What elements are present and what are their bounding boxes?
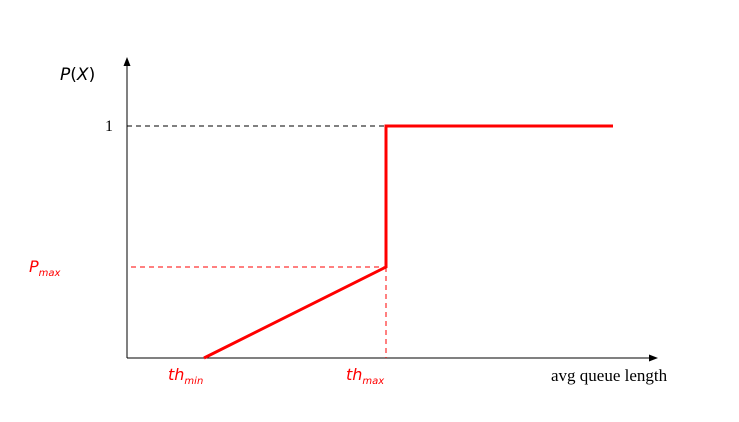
pmax-label: Pmax	[29, 257, 61, 279]
thmax-label: thmax	[346, 365, 384, 387]
drop-probability-curve	[203, 124, 613, 360]
x-axis-arrowhead	[649, 354, 658, 362]
thmin-label: thmin	[168, 365, 203, 387]
y-axis-label: P(X)	[60, 65, 95, 85]
x-axis-label: avg queue length	[551, 366, 668, 385]
y-axis-arrowhead	[123, 57, 131, 66]
y-tick-one: 1	[105, 118, 113, 135]
